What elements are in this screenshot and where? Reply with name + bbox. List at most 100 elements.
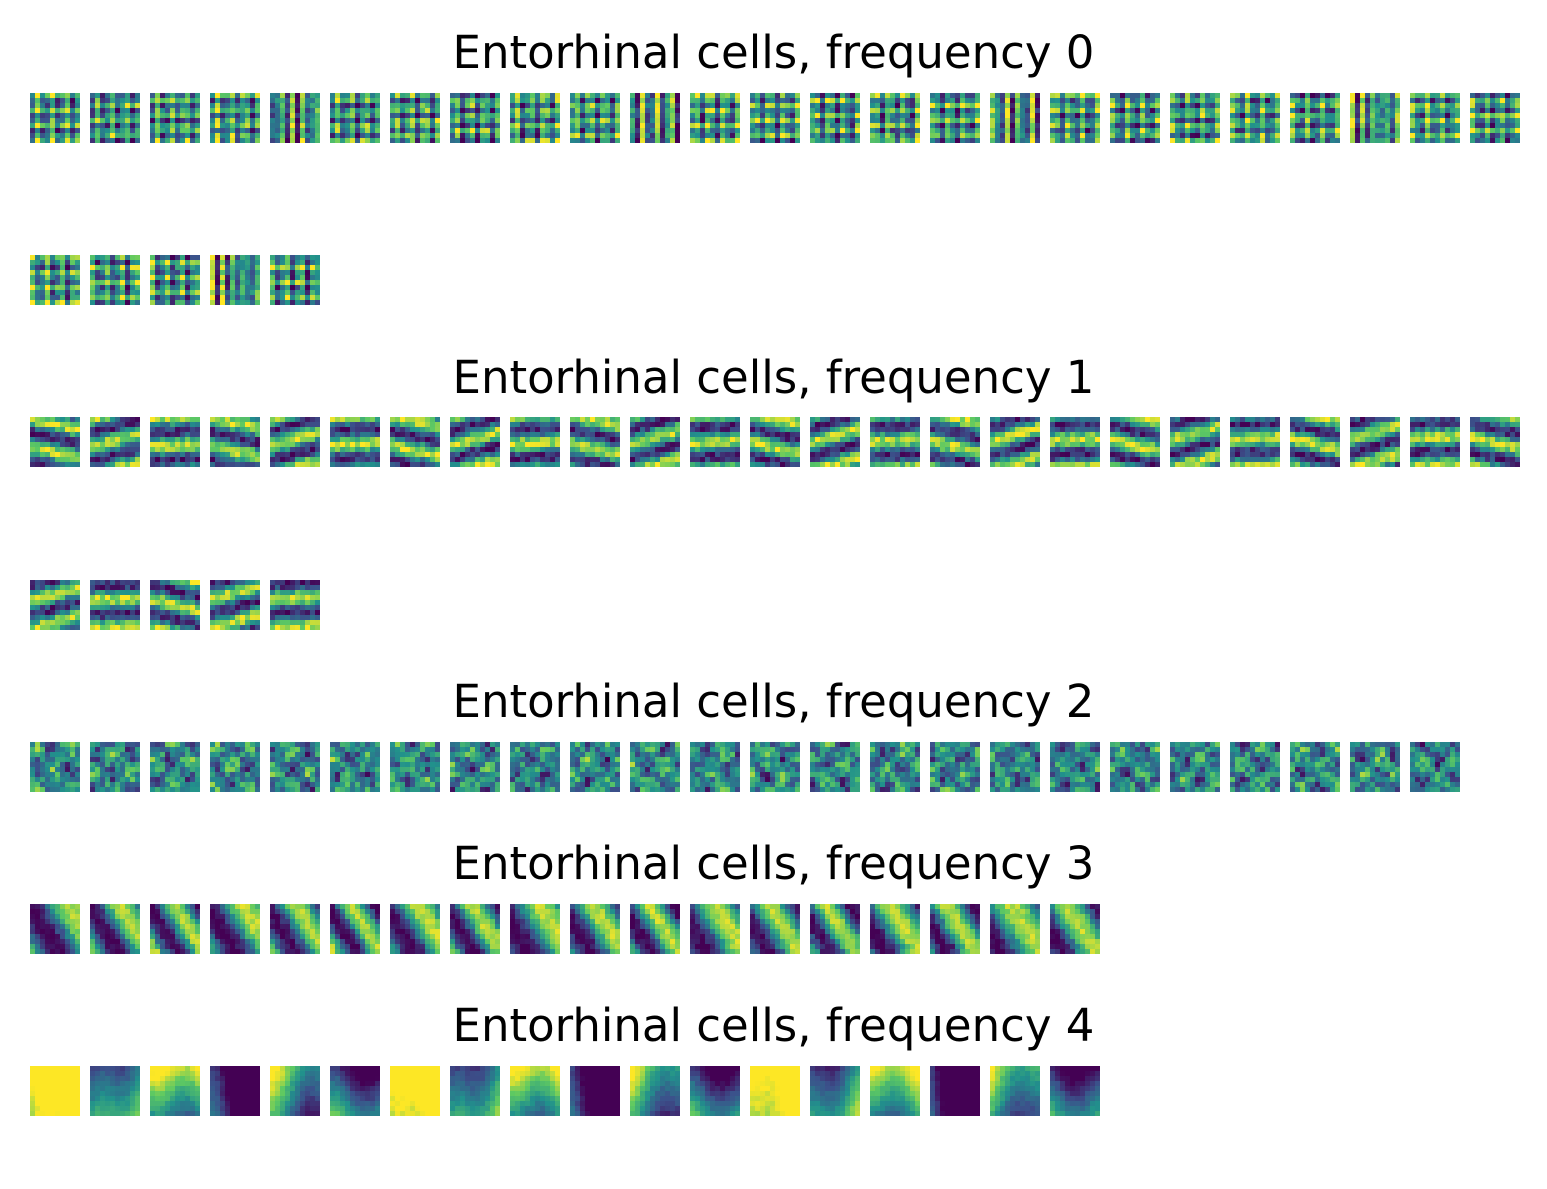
- ratemap-tile: [330, 742, 380, 792]
- ratemap-tile: [210, 580, 260, 630]
- ratemap-tile: [1110, 417, 1160, 467]
- ratemap-tile: [1410, 93, 1460, 143]
- ratemap-tile: [1410, 417, 1460, 467]
- ratemap-tile: [1350, 93, 1400, 143]
- ratemap-tile: [1170, 93, 1220, 143]
- ratemap-tile: [210, 255, 260, 305]
- ratemap-tile: [150, 1066, 200, 1116]
- ratemap-tile: [1050, 417, 1100, 467]
- ratemap-tile: [1110, 93, 1160, 143]
- ratemap-tile: [870, 904, 920, 954]
- ratemap-tile: [150, 580, 200, 630]
- ratemap-tile: [750, 417, 800, 467]
- ratemap-tile: [90, 255, 140, 305]
- ratemap-tile: [1470, 93, 1520, 143]
- ratemap-tile: [690, 1066, 740, 1116]
- ratemap-tile: [1230, 742, 1280, 792]
- ratemap-tile: [150, 417, 200, 467]
- ratemap-tile: [90, 580, 140, 630]
- ratemap-tile: [1290, 417, 1340, 467]
- ratemap-tile: [270, 742, 320, 792]
- ratemap-tile: [930, 904, 980, 954]
- ratemap-tile: [270, 904, 320, 954]
- ratemap-tile: [1290, 742, 1340, 792]
- ratemap-tile: [330, 904, 380, 954]
- ratemap-tile: [810, 1066, 860, 1116]
- ratemap-tile: [1350, 742, 1400, 792]
- ratemap-tile: [1290, 93, 1340, 143]
- ratemap-tile: [1350, 417, 1400, 467]
- ratemap-tile: [990, 904, 1040, 954]
- ratemap-tile: [510, 742, 560, 792]
- ratemap-tile: [630, 417, 680, 467]
- ratemap-tile: [930, 1066, 980, 1116]
- ratemap-tile: [30, 255, 80, 305]
- ratemap-tile: [690, 93, 740, 143]
- ratemap-tile: [570, 93, 620, 143]
- ratemap-tile: [90, 742, 140, 792]
- ratemap-tile: [930, 742, 980, 792]
- ratemap-tile: [810, 417, 860, 467]
- panel-title-frequency-2: Entorhinal cells, frequency 2: [452, 675, 1095, 728]
- ratemap-tile: [450, 742, 500, 792]
- ratemap-tile: [750, 93, 800, 143]
- ratemap-tile: [1230, 93, 1280, 143]
- ratemap-tile: [1050, 1066, 1100, 1116]
- ratemap-tile: [90, 417, 140, 467]
- ratemap-tile: [150, 93, 200, 143]
- ratemap-tile: [450, 417, 500, 467]
- ratemap-tile: [270, 1066, 320, 1116]
- ratemap-tile: [630, 904, 680, 954]
- ratemap-tile: [270, 255, 320, 305]
- ratemap-tile: [870, 417, 920, 467]
- ratemap-tile: [570, 417, 620, 467]
- ratemap-tile: [150, 904, 200, 954]
- ratemap-tile: [270, 417, 320, 467]
- ratemap-tile: [930, 417, 980, 467]
- ratemap-tile: [30, 93, 80, 143]
- ratemap-tile: [30, 742, 80, 792]
- ratemap-tile: [210, 1066, 260, 1116]
- ratemap-tile: [1230, 417, 1280, 467]
- ratemap-tile: [870, 742, 920, 792]
- ratemap-tile: [810, 742, 860, 792]
- ratemap-tile: [990, 1066, 1040, 1116]
- ratemap-tile: [630, 1066, 680, 1116]
- ratemap-tile: [30, 417, 80, 467]
- ratemap-tile: [750, 742, 800, 792]
- ratemap-tile: [1470, 417, 1520, 467]
- ratemap-tile: [450, 93, 500, 143]
- ratemap-tile: [30, 1066, 80, 1116]
- ratemap-tile: [330, 1066, 380, 1116]
- ratemap-tile: [90, 904, 140, 954]
- ratemap-tile: [30, 904, 80, 954]
- ratemap-tile: [630, 742, 680, 792]
- ratemap-tile: [690, 417, 740, 467]
- ratemap-tile: [810, 904, 860, 954]
- panel-title-frequency-4: Entorhinal cells, frequency 4: [452, 999, 1095, 1052]
- ratemap-tile: [1050, 93, 1100, 143]
- ratemap-tile: [690, 742, 740, 792]
- ratemap-tile: [870, 1066, 920, 1116]
- ratemap-tile: [750, 1066, 800, 1116]
- ratemap-tile: [270, 580, 320, 630]
- ratemap-tile: [330, 417, 380, 467]
- ratemap-tile: [990, 93, 1040, 143]
- ratemap-tile: [990, 742, 1040, 792]
- ratemap-tile: [150, 742, 200, 792]
- ratemap-tile: [990, 417, 1040, 467]
- ratemap-tile: [930, 93, 980, 143]
- ratemap-tile: [510, 1066, 560, 1116]
- ratemap-tile: [210, 742, 260, 792]
- ratemap-tile: [690, 904, 740, 954]
- ratemap-tile: [570, 904, 620, 954]
- ratemap-tile: [1110, 742, 1160, 792]
- ratemap-tile: [150, 255, 200, 305]
- ratemap-tile: [510, 417, 560, 467]
- ratemap-tile: [390, 904, 440, 954]
- ratemap-tile: [210, 417, 260, 467]
- panel-title-frequency-0: Entorhinal cells, frequency 0: [452, 26, 1095, 79]
- ratemap-tile: [330, 93, 380, 143]
- ratemap-tile: [810, 93, 860, 143]
